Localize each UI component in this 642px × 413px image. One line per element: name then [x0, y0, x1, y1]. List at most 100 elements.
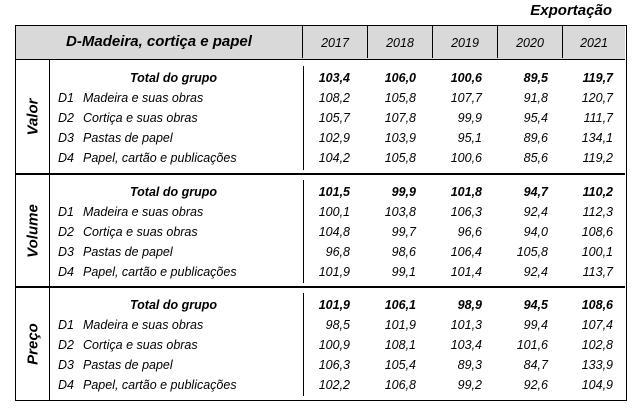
cell-2019: 100,6	[450, 71, 482, 85]
table-row: D2 Cortiça e suas obras 104,8 99,7 96,6 94,0 1…	[50, 222, 625, 242]
table-row: D1 Madeira e suas obras 100,1 103,8 106,3 92,…	[50, 202, 625, 222]
row-code: D2	[58, 111, 74, 125]
cell-2019: 95,1	[457, 131, 482, 145]
section-volume: Volume Total do grupo 101,5 99,9 101,8 94,7 11…	[16, 174, 625, 287]
cell-2017: 102,2	[318, 378, 350, 392]
cell-2017: 104,2	[318, 151, 350, 165]
data-table: D-Madeira, cortiça e papel 2017 2018 2019 2…	[15, 25, 627, 401]
row-code: D3	[58, 358, 74, 372]
cell-2020: 84,7	[523, 358, 548, 372]
cell-2021: 108,6	[581, 298, 613, 312]
row-code: D4	[58, 151, 74, 165]
cell-2019: 106,4	[450, 245, 482, 259]
cell-2018: 108,1	[384, 338, 416, 352]
cell-2021: 100,1	[581, 245, 613, 259]
section-preço: Preço Total do grupo 101,9 106,1 98,9 94,5 108…	[16, 287, 625, 400]
cell-2020: 91,8	[523, 91, 548, 105]
cell-2020: 92,4	[523, 205, 548, 219]
table-row: D3 Pastas de papel 102,9 103,9 95,1 89,6 134,1	[50, 128, 625, 148]
cell-2019: 101,3	[450, 318, 482, 332]
cell-2020: 95,4	[523, 111, 548, 125]
cell-2017: 101,5	[318, 185, 350, 199]
cell-2017: 108,2	[318, 91, 350, 105]
row-label: Pastas de papel	[83, 245, 173, 259]
section-separator	[16, 173, 625, 175]
row-label: Papel, cartão e publicações	[83, 151, 237, 165]
column-divider	[303, 66, 304, 170]
row-label: Cortiça e suas obras	[83, 225, 198, 239]
section-label: Volume	[16, 174, 50, 287]
cell-2020: 94,5	[523, 298, 548, 312]
row-code: D4	[58, 265, 74, 279]
table-row: D3 Pastas de papel 106,3 105,4 89,3 84,7 133,9	[50, 355, 625, 375]
row-label: Total do grupo	[130, 185, 218, 199]
row-code: D1	[58, 205, 74, 219]
cell-2018: 98,6	[391, 245, 416, 259]
cell-2019: 98,9	[457, 298, 482, 312]
total-row: Total do grupo 101,9 106,1 98,9 94,5 108,6	[50, 295, 625, 315]
row-code: D1	[58, 91, 74, 105]
cell-2020: 105,8	[516, 245, 548, 259]
cell-2021: 108,6	[581, 225, 613, 239]
table-row: D2 Cortiça e suas obras 100,9 108,1 103,4 101…	[50, 335, 625, 355]
cell-2018: 99,1	[391, 265, 416, 279]
year-header-2021: 2021	[580, 36, 608, 50]
row-label: Madeira e suas obras	[83, 318, 204, 332]
cell-2018: 105,8	[384, 151, 416, 165]
section-label-text: Preço	[24, 322, 41, 365]
row-code: D4	[58, 378, 74, 392]
table-header: D-Madeira, cortiça e papel 2017 2018 2019 2…	[16, 26, 625, 60]
table-row: D4 Papel, cartão e publicações 104,2 105,8 1…	[50, 148, 625, 168]
row-code: D2	[58, 225, 74, 239]
cell-2018: 105,4	[384, 358, 416, 372]
cell-2020: 94,0	[523, 225, 548, 239]
row-label: Madeira e suas obras	[83, 91, 204, 105]
cell-2018: 101,9	[384, 318, 416, 332]
cell-2021: 120,7	[581, 91, 613, 105]
cell-2020: 99,4	[523, 318, 548, 332]
section-label: Preço	[16, 287, 50, 400]
caption-exportacao: Exportação	[530, 2, 612, 19]
cell-2019: 96,6	[457, 225, 482, 239]
cell-2017: 98,5	[325, 318, 350, 332]
cell-2017: 96,8	[325, 245, 350, 259]
row-code: D3	[58, 131, 74, 145]
year-header-2020: 2020	[498, 26, 563, 58]
cell-2021: 104,9	[581, 378, 613, 392]
table-row: D4 Papel, cartão e publicações 102,2 106,8 9…	[50, 375, 625, 395]
cell-2019: 99,2	[457, 378, 482, 392]
row-label: Papel, cartão e publicações	[83, 378, 237, 392]
row-label: Cortiça e suas obras	[83, 338, 198, 352]
section-separator	[16, 286, 625, 288]
row-label: Papel, cartão e publicações	[83, 265, 237, 279]
cell-2017: 106,3	[318, 358, 350, 372]
cell-2021: 133,9	[581, 358, 613, 372]
column-divider	[303, 180, 304, 283]
section-label-text: Valor	[24, 98, 41, 136]
cell-2020: 94,7	[523, 185, 548, 199]
cell-2020: 85,6	[523, 151, 548, 165]
cell-2021: 110,2	[582, 185, 613, 199]
cell-2017: 102,9	[318, 131, 350, 145]
cell-2021: 134,1	[581, 131, 613, 145]
cell-2017: 100,1	[318, 205, 350, 219]
cell-2021: 111,7	[583, 111, 613, 125]
cell-2019: 101,4	[450, 265, 482, 279]
cell-2017: 103,4	[318, 71, 350, 85]
row-label: Madeira e suas obras	[83, 205, 204, 219]
cell-2018: 106,8	[384, 378, 416, 392]
cell-2020: 101,6	[516, 338, 548, 352]
cell-2019: 107,7	[450, 91, 482, 105]
cell-2021: 102,8	[581, 338, 613, 352]
table-row: D4 Papel, cartão e publicações 101,9 99,1 10…	[50, 262, 625, 282]
column-divider	[303, 293, 304, 396]
row-code: D1	[58, 318, 74, 332]
cell-2017: 105,7	[318, 111, 350, 125]
section-label: Valor	[16, 60, 50, 174]
cell-2019: 106,3	[450, 205, 482, 219]
cell-2021: 119,7	[582, 71, 613, 85]
section-valor: Valor Total do grupo 103,4 106,0 100,6 89,5 11…	[16, 60, 625, 174]
row-code: D2	[58, 338, 74, 352]
section-label-text: Volume	[24, 203, 41, 258]
cell-2019: 101,8	[450, 185, 482, 199]
